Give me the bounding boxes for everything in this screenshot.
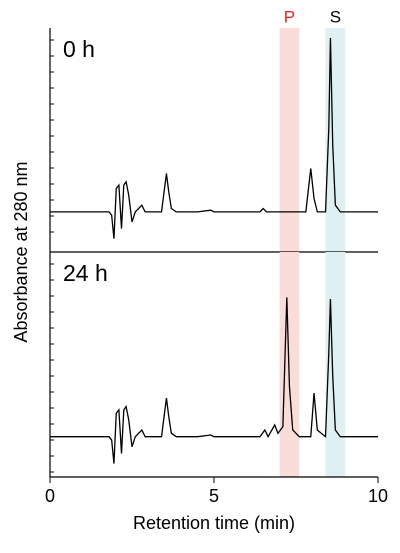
band-label: P	[284, 7, 295, 26]
x-tick-label: 5	[209, 486, 219, 506]
y-axis-label: Absorbance at 280 nm	[11, 161, 31, 342]
chromatogram-trace	[50, 38, 378, 239]
panel-label: 24 h	[63, 260, 108, 286]
x-tick-label: 0	[45, 486, 55, 506]
chromatogram-trace	[50, 297, 378, 464]
highlight-band	[325, 28, 346, 252]
x-tick-label: 10	[368, 486, 388, 506]
band-label: S	[330, 7, 341, 26]
highlight-band	[279, 28, 300, 252]
panel-label: 0 h	[63, 36, 95, 62]
x-axis-label: Retention time (min)	[133, 513, 295, 533]
